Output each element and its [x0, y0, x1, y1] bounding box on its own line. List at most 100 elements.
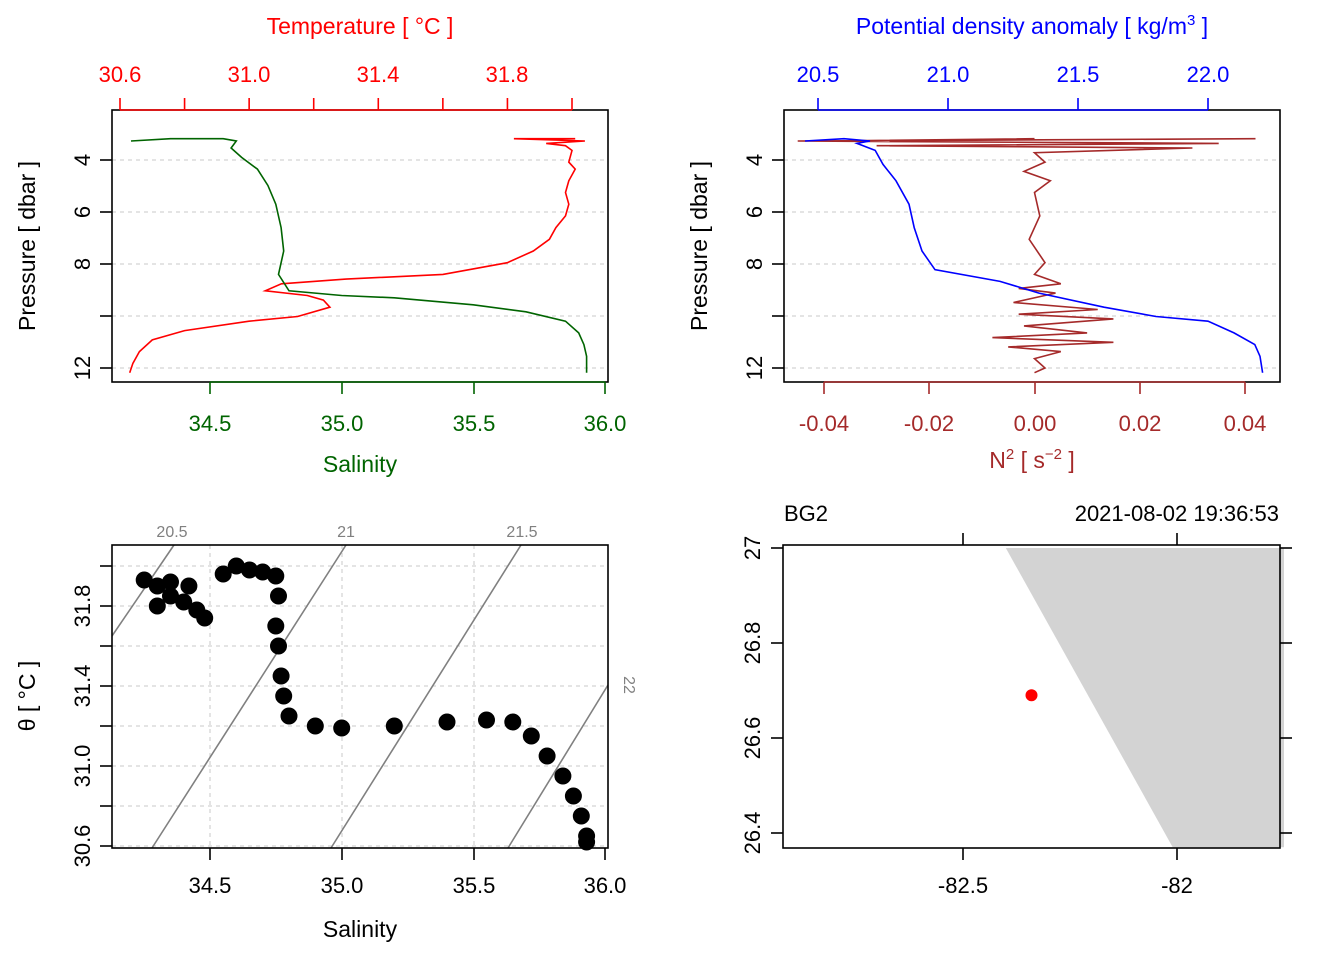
- station-name: BG2: [784, 501, 828, 526]
- pressure-tick-label: 12: [70, 356, 95, 380]
- ts-point: [504, 713, 522, 731]
- ts-point: [275, 687, 293, 705]
- density-axis-title: Potential density anomaly [ kg/m3 ]: [856, 12, 1208, 39]
- ts-point: [306, 717, 324, 735]
- theta-tick-label: 31.0: [70, 745, 95, 788]
- n2-tick-label: -0.04: [799, 411, 849, 436]
- ts-point: [272, 667, 290, 685]
- isopycnal-label: 21.5: [506, 524, 537, 541]
- station-datetime: 2021-08-02 19:36:53: [1075, 501, 1279, 526]
- longitude-tick-label: -82.5: [938, 873, 988, 898]
- ts-point: [478, 711, 495, 729]
- ts-point: [438, 713, 456, 731]
- ts-point: [267, 617, 285, 635]
- density-profile-panel: 20.5 21.0 21.5 22.0 Potential density an…: [686, 12, 1281, 473]
- salinity-tick-label: 36.0: [584, 411, 627, 436]
- plot-frame: [783, 109, 1281, 383]
- pressure-tick-label: 6: [70, 206, 95, 218]
- ts-point: [148, 597, 166, 615]
- theta-tick-label: 30.6: [70, 825, 95, 868]
- n2-axis-title-sup2: −2: [1045, 446, 1062, 463]
- ts-point: [522, 727, 540, 745]
- isopycnal-label: 21: [337, 524, 355, 541]
- ts-point: [280, 707, 298, 725]
- ts-point: [385, 717, 403, 735]
- n2-axis-title-text: N: [989, 447, 1006, 473]
- density-tick-label: 21.0: [927, 62, 970, 87]
- ts-point: [578, 833, 596, 851]
- pressure-tick-label: 12: [742, 356, 767, 380]
- salinity-axis-title: Salinity: [323, 451, 398, 477]
- theta-tick-label: 31.8: [70, 585, 95, 628]
- temperature-tick-label: 31.8: [486, 62, 529, 87]
- ts-point: [270, 637, 287, 655]
- ts-point: [333, 719, 351, 737]
- isopycnal-label: 22: [620, 676, 637, 694]
- isopycnal-label: 20.5: [156, 524, 187, 541]
- temperature-tick-label: 31.0: [228, 62, 271, 87]
- ts-point: [572, 807, 590, 825]
- density-axis-title-end: ]: [1195, 13, 1208, 39]
- n2-axis-title-end: ]: [1062, 447, 1075, 473]
- salinity-tick-label: 35.0: [321, 873, 364, 898]
- density-axis-title-sup: 3: [1187, 12, 1195, 29]
- pressure-tick-label: 4: [742, 154, 767, 166]
- salinity-tick-label: 34.5: [189, 873, 232, 898]
- salinity-tick-label: 36.0: [584, 873, 627, 898]
- ts-point: [564, 787, 582, 805]
- density-axis-title-text: Potential density anomaly [ kg/m: [856, 13, 1187, 39]
- temperature-axis-ticks: [119, 98, 573, 110]
- n2-profile-line: [797, 137, 1256, 374]
- land-polygon: [1005, 548, 1284, 848]
- temperature-tick-label: 30.6: [99, 62, 142, 87]
- isopycnal-line: [111, 544, 175, 637]
- ts-point: [538, 747, 556, 765]
- ts-point: [554, 767, 572, 785]
- plot-frame: [111, 544, 609, 849]
- ts-profile-panel: 30.6 31.0 31.4 31.8 Temperature [ °C ] 3…: [14, 13, 626, 477]
- ts-point: [267, 567, 285, 585]
- salinity-tick-label: 35.5: [453, 873, 496, 898]
- density-profile-line: [804, 137, 1264, 373]
- ts-point: [180, 577, 198, 595]
- ts-point: [214, 565, 232, 583]
- isopycnal-line: [330, 544, 522, 849]
- pressure-tick-label: 6: [742, 206, 767, 218]
- ts-point: [175, 593, 193, 611]
- isopycnal-line: [151, 544, 347, 849]
- isopycnal-line: [507, 684, 609, 849]
- n2-axis-title-mid: [ s: [1014, 447, 1045, 473]
- ts-point: [196, 609, 214, 627]
- theta-axis-title: θ [ °C ]: [14, 661, 40, 732]
- n2-axis-title: N2 [ s−2 ]: [989, 446, 1075, 473]
- n2-tick-label: 0.02: [1119, 411, 1162, 436]
- theta-tick-label: 31.4: [70, 665, 95, 708]
- station-map-panel: BG2 2021-08-02 19:36:53 -82.5 -82 26.4 2…: [740, 501, 1292, 898]
- n2-tick-label: -0.02: [904, 411, 954, 436]
- plot-frame: [782, 544, 1281, 849]
- pressure-axis-title: Pressure [ dbar ]: [686, 161, 712, 331]
- pressure-axis-title: Pressure [ dbar ]: [14, 161, 40, 331]
- ts-point: [162, 573, 179, 591]
- temperature-tick-label: 31.4: [357, 62, 400, 87]
- density-tick-label: 20.5: [797, 62, 840, 87]
- latitude-tick-label: 26.8: [740, 622, 765, 665]
- salinity-tick-label: 35.0: [321, 411, 364, 436]
- pressure-tick-label: 8: [742, 258, 767, 270]
- pressure-tick-label: 8: [70, 258, 95, 270]
- salinity-axis-title: Salinity: [323, 916, 398, 942]
- ts-point: [270, 587, 287, 605]
- temperature-profile-line: [128, 137, 585, 373]
- plot-frame: [111, 109, 609, 383]
- longitude-tick-label: -82: [1161, 873, 1193, 898]
- density-tick-label: 21.5: [1057, 62, 1100, 87]
- temperature-axis-title: Temperature [ °C ]: [267, 13, 454, 39]
- density-tick-label: 22.0: [1187, 62, 1230, 87]
- latitude-tick-label: 27: [740, 536, 765, 560]
- station-marker: [1025, 689, 1038, 702]
- pressure-tick-label: 4: [70, 154, 95, 166]
- ts-diagram-panel: 20.5 21 21.5 22 34.5 35.0 35.5 36.0 Sali…: [14, 524, 637, 942]
- salinity-profile-line: [130, 137, 588, 373]
- latitude-tick-label: 26.4: [740, 812, 765, 855]
